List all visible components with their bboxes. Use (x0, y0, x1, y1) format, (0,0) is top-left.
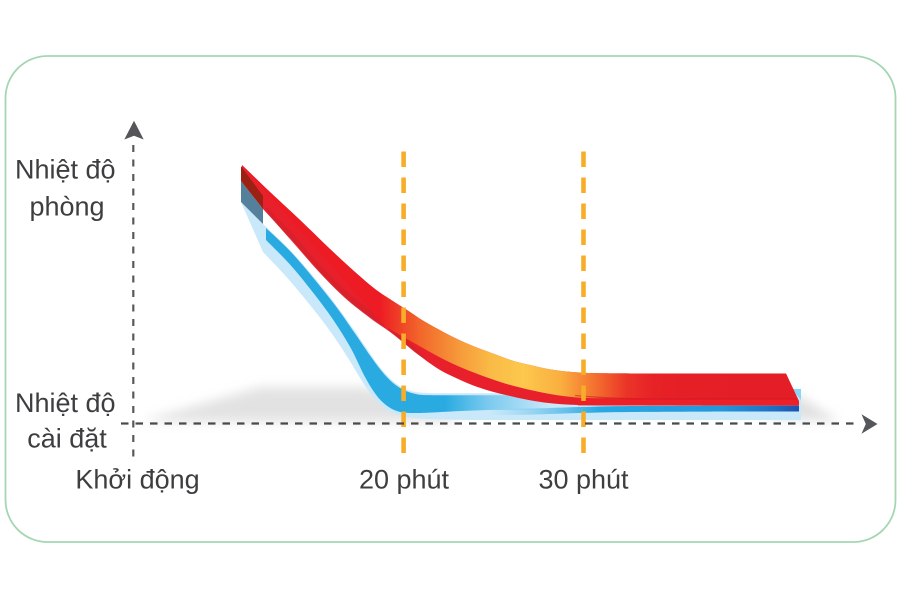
svg-text:phòng: phòng (29, 191, 104, 221)
svg-text:Khởi động: Khởi động (75, 465, 199, 495)
svg-text:Nhiệt độ: Nhiệt độ (15, 388, 116, 418)
svg-text:30 phút: 30 phút (538, 465, 629, 495)
svg-text:20 phút: 20 phút (359, 465, 450, 495)
svg-text:cài đặt: cài đặt (27, 424, 107, 454)
svg-text:Nhiệt độ: Nhiệt độ (15, 155, 116, 185)
